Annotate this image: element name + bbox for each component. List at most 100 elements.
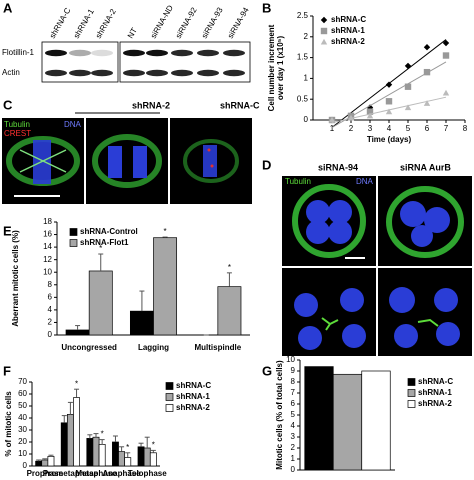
legend-label: shRNA-2 bbox=[418, 399, 452, 408]
data-point bbox=[385, 108, 393, 115]
charts: 0 0.5 1 1.5 2 2.5 Cell number increment over da… bbox=[4, 11, 468, 478]
y-tick-label: 2.5 bbox=[297, 11, 309, 20]
lane-label: siRNA-94 bbox=[226, 5, 251, 40]
bar bbox=[66, 414, 74, 467]
data-point bbox=[404, 83, 412, 90]
bar bbox=[217, 286, 242, 336]
blot-band bbox=[45, 49, 67, 57]
y-tick-label: 2 bbox=[304, 32, 309, 41]
stain-label: Tubulin bbox=[285, 177, 311, 186]
legend-label: shRNA-1 bbox=[331, 26, 365, 35]
bar bbox=[41, 459, 49, 467]
blot-band bbox=[197, 49, 219, 57]
y-tick-label: 10 bbox=[18, 449, 27, 458]
panel-label: A bbox=[3, 0, 13, 15]
x-tick-label: Prometaphase bbox=[43, 469, 99, 478]
y-tick-label: 20 bbox=[18, 437, 27, 446]
y-tick-label: 16 bbox=[43, 230, 52, 239]
blot-band bbox=[91, 69, 113, 77]
data-point bbox=[423, 68, 431, 76]
legend-marker bbox=[320, 38, 328, 45]
stain-label: Tubulin bbox=[4, 120, 30, 129]
blot-band bbox=[171, 49, 193, 57]
bar bbox=[35, 460, 43, 467]
legend-swatch bbox=[69, 239, 78, 247]
x-tick-label: 4 bbox=[387, 124, 392, 133]
y-axis-label: Aberrant mitotic cells (%) bbox=[11, 230, 20, 327]
micrograph bbox=[282, 176, 376, 266]
legend-label: shRNA-C bbox=[418, 377, 453, 386]
y-tick-label: 7 bbox=[291, 388, 296, 397]
data-point bbox=[442, 52, 450, 59]
y-tick-label: 0 bbox=[291, 465, 296, 474]
blot-band bbox=[69, 69, 91, 77]
data-point bbox=[366, 112, 374, 119]
panel-label: F bbox=[3, 363, 11, 378]
blot-band bbox=[91, 49, 113, 57]
micrograph bbox=[170, 118, 252, 204]
y-tick-label: 60 bbox=[18, 389, 27, 398]
chart: 0 0.5 1 1.5 2 2.5 Cell number increment over da… bbox=[267, 11, 468, 144]
y-tick-label: 12 bbox=[43, 255, 52, 264]
y-axis-label: % of mitotic cells bbox=[4, 391, 13, 457]
y-tick-label: 9 bbox=[291, 366, 296, 375]
x-tick-label: Prophase bbox=[27, 469, 64, 478]
stain-label: DNA bbox=[64, 120, 82, 129]
micrograph bbox=[378, 268, 472, 356]
legend-marker bbox=[320, 16, 328, 24]
x-tick-label: Anaphase bbox=[102, 469, 141, 478]
micrograph bbox=[2, 118, 84, 204]
data-point bbox=[442, 89, 450, 96]
bar bbox=[60, 422, 68, 467]
x-tick-label: Uncongressed bbox=[61, 343, 117, 352]
blot-row-label: Actin bbox=[2, 68, 20, 77]
chart: 0 2 4 6 8 10 12 14 16 18 Aberrant mitotic cells (%… bbox=[11, 217, 250, 352]
significance-marker: * bbox=[75, 379, 78, 388]
legend-marker bbox=[320, 27, 328, 35]
blot-band bbox=[223, 49, 245, 57]
panel-label: C bbox=[3, 97, 13, 112]
column-label: siRNA AurB bbox=[400, 162, 451, 172]
y-tick-label: 5 bbox=[291, 410, 296, 419]
legend-swatch bbox=[407, 400, 416, 408]
blot-band bbox=[69, 49, 91, 57]
legend-swatch bbox=[69, 228, 78, 236]
y-tick-label: 10 bbox=[43, 267, 52, 276]
lane-label: shRNA-1 bbox=[72, 7, 96, 40]
x-tick-label: Lagging bbox=[138, 343, 169, 352]
x-tick-label: 7 bbox=[444, 124, 449, 133]
y-tick-label: 10 bbox=[286, 355, 295, 364]
bar bbox=[137, 446, 145, 467]
y-tick-label: 0 bbox=[23, 461, 28, 470]
micrograph bbox=[282, 268, 376, 356]
y-tick-label: 1 bbox=[304, 74, 309, 83]
y-tick-label: 14 bbox=[43, 242, 52, 251]
column-label: siRNA-94 bbox=[318, 162, 358, 172]
chart: 0 10 20 30 40 50 60 70 % of mitotic cells * * * * Pro… bbox=[4, 377, 211, 478]
group-label: shRNA-2 bbox=[132, 100, 170, 110]
data-point bbox=[347, 114, 355, 121]
blot-band bbox=[123, 69, 145, 77]
y-tick-label: 6 bbox=[291, 399, 296, 408]
bar bbox=[92, 436, 100, 467]
x-tick-label: 3 bbox=[368, 124, 373, 133]
y-tick-label: 30 bbox=[18, 425, 27, 434]
data-point bbox=[328, 116, 336, 123]
panel-label: E bbox=[3, 223, 12, 238]
y-tick-label: 4 bbox=[291, 421, 296, 430]
y-tick-label: 0 bbox=[48, 330, 53, 339]
y-tick-label: 2 bbox=[291, 443, 296, 452]
bar bbox=[65, 329, 90, 336]
bar bbox=[98, 444, 106, 467]
y-axis-label: over day 1 (x10⁵) bbox=[276, 36, 285, 101]
bar bbox=[304, 366, 334, 471]
y-axis-label: Cell number increment bbox=[267, 24, 276, 111]
bar bbox=[129, 310, 154, 336]
legend-label: shRNA-Flot1 bbox=[80, 238, 129, 247]
panel-label: B bbox=[262, 0, 271, 15]
y-tick-label: 0.5 bbox=[297, 94, 309, 103]
y-tick-label: 0 bbox=[304, 115, 309, 124]
blot-band bbox=[123, 49, 145, 57]
legend-swatch bbox=[407, 378, 416, 386]
